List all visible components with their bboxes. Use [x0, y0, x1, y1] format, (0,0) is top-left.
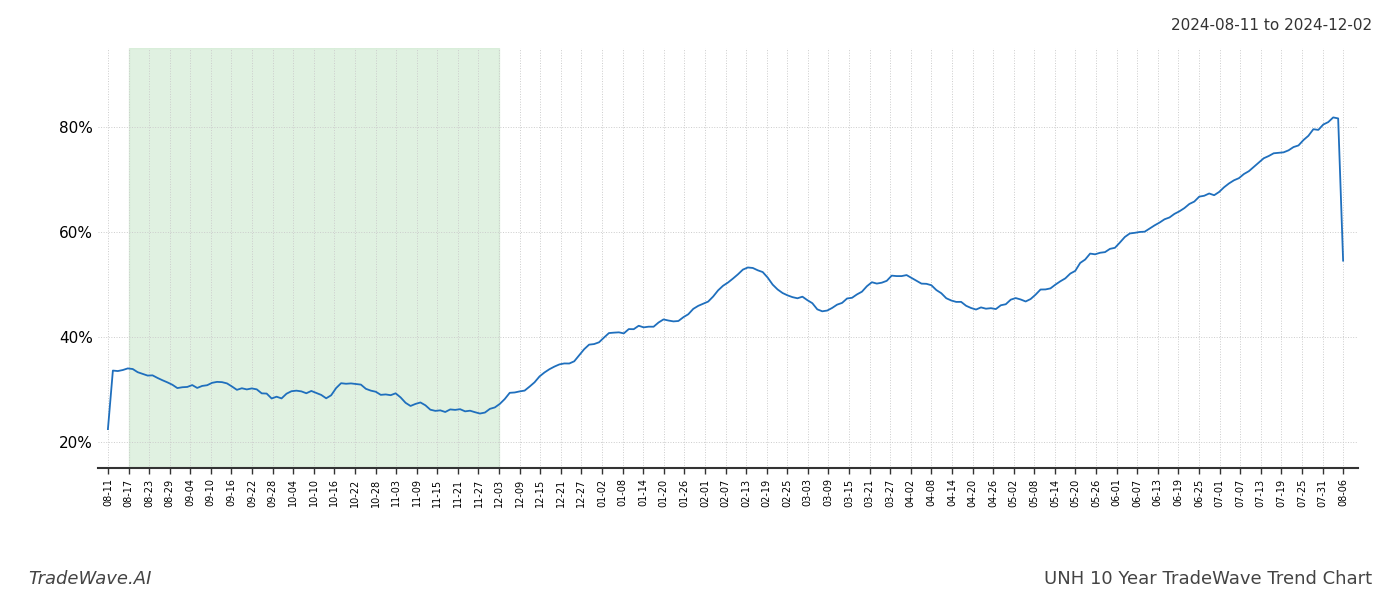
Bar	[129, 48, 498, 468]
Text: TradeWave.AI: TradeWave.AI	[28, 570, 151, 588]
Text: 2024-08-11 to 2024-12-02: 2024-08-11 to 2024-12-02	[1170, 18, 1372, 33]
Text: UNH 10 Year TradeWave Trend Chart: UNH 10 Year TradeWave Trend Chart	[1044, 570, 1372, 588]
